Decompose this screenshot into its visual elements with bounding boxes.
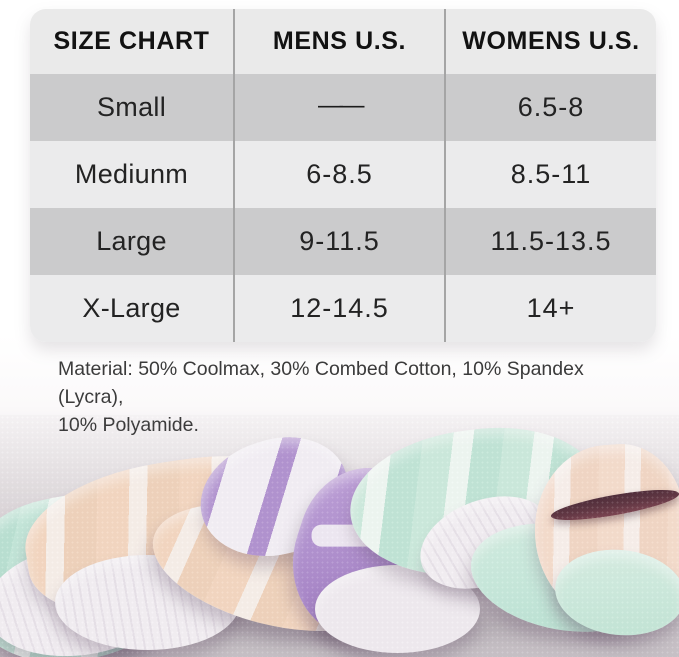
row-large-mens-value: 9-11.5 — [233, 208, 444, 275]
row-small-mens-value: —— — [233, 74, 444, 141]
material-note-line2: 10% Polyamide. — [58, 414, 199, 436]
column-header-mens-us: MENS U.S. — [233, 9, 444, 74]
row-xlarge-size-label: X-Large — [30, 275, 233, 342]
row-large-size-label: Large — [30, 208, 233, 275]
product-photo-socks — [0, 415, 679, 657]
row-xlarge-womens-value: 14+ — [444, 275, 656, 342]
column-header-size-chart: SIZE CHART — [30, 9, 233, 74]
material-note-line1: Material: 50% Coolmax, 30% Combed Cotton… — [58, 358, 584, 408]
material-note: Material: 50% Coolmax, 30% Combed Cotton… — [58, 355, 643, 439]
row-medium-womens-value: 8.5-11 — [444, 141, 656, 208]
size-chart-table: SIZE CHART MENS U.S. WOMENS U.S. Small —… — [30, 9, 656, 342]
row-small-womens-value: 6.5-8 — [444, 74, 656, 141]
column-header-womens-us: WOMENS U.S. — [444, 9, 656, 74]
row-medium-size-label: Mediunm — [30, 141, 233, 208]
dash-no-size: —— — [318, 91, 365, 119]
row-small-size-label: Small — [30, 74, 233, 141]
row-medium-mens-value: 6-8.5 — [233, 141, 444, 208]
row-xlarge-mens-value: 12-14.5 — [233, 275, 444, 342]
row-large-womens-value: 11.5-13.5 — [444, 208, 656, 275]
